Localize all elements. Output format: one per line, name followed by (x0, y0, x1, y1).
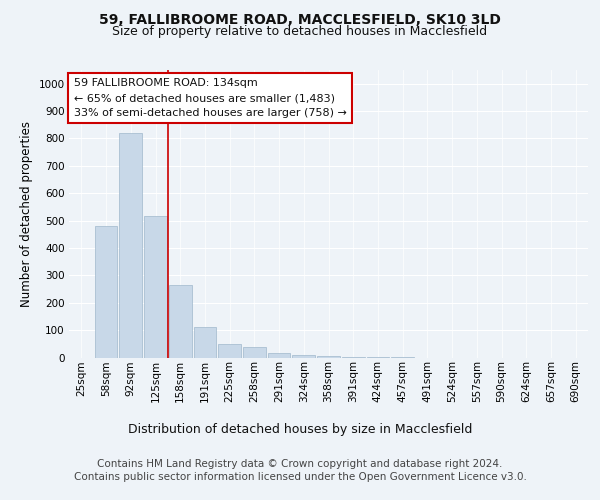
Bar (194, 328, 216, 358)
Bar (268, 354, 290, 358)
Text: 59, FALLIBROOME ROAD, MACCLESFIELD, SK10 3LD: 59, FALLIBROOME ROAD, MACCLESFIELD, SK10… (99, 12, 501, 26)
Y-axis label: Number of detached properties: Number of detached properties (20, 120, 33, 306)
Bar (95, 226, 118, 358)
Bar (317, 356, 340, 358)
Bar (243, 346, 266, 358)
Bar (218, 344, 241, 358)
Bar (119, 133, 142, 358)
Bar (144, 216, 167, 358)
Text: Contains HM Land Registry data © Crown copyright and database right 2024.: Contains HM Land Registry data © Crown c… (97, 459, 503, 469)
Bar (342, 357, 365, 358)
Text: Contains public sector information licensed under the Open Government Licence v3: Contains public sector information licen… (74, 472, 526, 482)
Text: 59 FALLIBROOME ROAD: 134sqm
← 65% of detached houses are smaller (1,483)
33% of : 59 FALLIBROOME ROAD: 134sqm ← 65% of det… (74, 78, 347, 118)
Text: Size of property relative to detached houses in Macclesfield: Size of property relative to detached ho… (112, 24, 488, 38)
Text: Distribution of detached houses by size in Macclesfield: Distribution of detached houses by size … (128, 422, 472, 436)
Bar (169, 285, 191, 358)
Bar (292, 355, 315, 358)
